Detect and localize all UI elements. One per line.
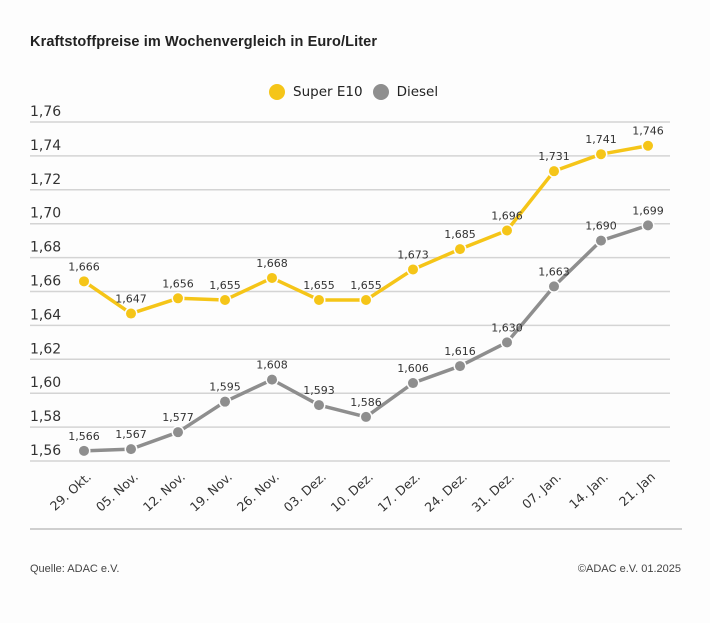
y-tick-label: 1,74 (30, 138, 61, 154)
data-label: 1,647 (115, 293, 147, 306)
data-point (79, 276, 89, 287)
x-tick-label: 05. Nov. (93, 469, 141, 514)
data-point (643, 140, 653, 151)
x-tick-label: 24. Dez. (422, 469, 470, 515)
legend-label-diesel: Diesel (396, 84, 439, 100)
data-point (455, 361, 465, 372)
series-super-e10: 1,666 1,647 1,656 1,655 1,668 1,655 1,655 1,673… (68, 125, 664, 321)
x-tick-label: 03. Dez. (281, 469, 329, 515)
data-label: 1,630 (491, 321, 523, 334)
y-tick-label: 1,66 (30, 274, 61, 290)
data-point (361, 294, 371, 305)
data-point (173, 427, 183, 438)
data-point (408, 378, 418, 389)
x-tick-label: 12. Nov. (140, 469, 188, 514)
data-label: 1,668 (256, 257, 288, 270)
data-label: 1,656 (162, 277, 194, 290)
data-point (173, 293, 183, 304)
legend-item-super-e10: Super E10 (269, 84, 363, 100)
chart-title: Kraftstoffpreise im Wochenvergleich in E… (30, 34, 378, 50)
data-label: 1,655 (209, 279, 241, 292)
data-point (267, 374, 277, 385)
y-tick-label: 1,68 (30, 240, 61, 256)
data-label: 1,663 (538, 265, 570, 278)
y-tick-label: 1,60 (30, 375, 61, 391)
x-tick-label: 07. Jan. (519, 469, 564, 512)
x-axis-ticks: 29. Okt.05. Nov.12. Nov.19. Nov.26. Nov.… (47, 469, 658, 515)
legend-swatch-diesel (372, 84, 389, 100)
data-label: 1,567 (115, 428, 147, 441)
legend-label-super-e10: Super E10 (293, 84, 363, 100)
data-label: 1,696 (491, 209, 523, 222)
y-tick-label: 1,72 (30, 172, 61, 188)
data-label: 1,690 (585, 220, 617, 233)
data-label: 1,606 (397, 362, 429, 375)
data-point (314, 400, 324, 411)
data-label: 1,566 (68, 430, 100, 443)
data-label: 1,673 (397, 248, 429, 261)
grid-layer (30, 121, 670, 462)
x-tick-label: 17. Dez. (375, 469, 423, 515)
copyright-note: ©ADAC e.V. 01.2025 (577, 563, 681, 575)
source-note: Quelle: ADAC e.V. (30, 563, 120, 575)
x-tick-label: 21. Jan (616, 469, 658, 509)
data-point (220, 294, 230, 305)
series-layer: 1,666 1,647 1,656 1,655 1,668 1,655 1,655 1,673… (68, 125, 664, 458)
data-label: 1,666 (68, 260, 100, 273)
y-tick-label: 1,76 (30, 104, 61, 120)
data-point (549, 281, 559, 292)
x-tick-label: 26. Nov. (234, 469, 282, 514)
data-label: 1,731 (538, 150, 570, 163)
x-tick-label: 14. Jan. (566, 469, 611, 512)
data-point (126, 308, 136, 319)
data-label: 1,746 (632, 125, 664, 138)
data-label: 1,655 (303, 279, 335, 292)
chart-legend: Super E10 Diesel (269, 84, 440, 100)
data-point (643, 220, 653, 231)
data-point (549, 166, 559, 177)
y-tick-label: 1,64 (30, 307, 61, 323)
data-label: 1,577 (162, 411, 194, 424)
x-tick-label: 31. Dez. (469, 469, 517, 515)
data-point (596, 235, 606, 246)
y-tick-label: 1,70 (30, 206, 61, 222)
data-point (126, 444, 136, 455)
data-label: 1,655 (350, 279, 382, 292)
y-tick-label: 1,58 (30, 409, 61, 425)
data-label: 1,699 (632, 204, 664, 217)
y-tick-label: 1,62 (30, 341, 61, 357)
data-label: 1,586 (350, 396, 382, 409)
data-label: 1,741 (585, 133, 617, 146)
data-label: 1,608 (256, 359, 288, 372)
data-label: 1,685 (444, 228, 476, 241)
series-diesel: 1,566 1,567 1,577 1,595 1,608 1,593 1,586 1,606… (68, 204, 664, 458)
data-point (596, 149, 606, 160)
legend-swatch-super-e10 (269, 84, 285, 100)
data-label: 1,593 (303, 384, 335, 397)
data-label: 1,595 (209, 381, 241, 394)
data-point (267, 272, 277, 283)
data-point (314, 294, 324, 305)
data-label: 1,616 (444, 345, 476, 358)
y-tick-label: 1,56 (30, 443, 61, 459)
legend-item-diesel: Diesel (372, 84, 439, 100)
x-tick-label: 19. Nov. (187, 469, 235, 514)
data-point (408, 264, 418, 275)
data-point (502, 225, 512, 236)
data-point (79, 445, 89, 456)
y-axis-ticks: 1,56 1,58 1,60 1,62 1,64 1,66 1,68 1,70 1,72 1,74… (30, 104, 61, 459)
data-point (220, 396, 230, 407)
data-point (502, 337, 512, 348)
x-tick-label: 29. Okt. (47, 469, 94, 513)
data-point (361, 411, 371, 422)
x-tick-label: 10. Dez. (328, 469, 376, 515)
data-point (455, 244, 465, 255)
